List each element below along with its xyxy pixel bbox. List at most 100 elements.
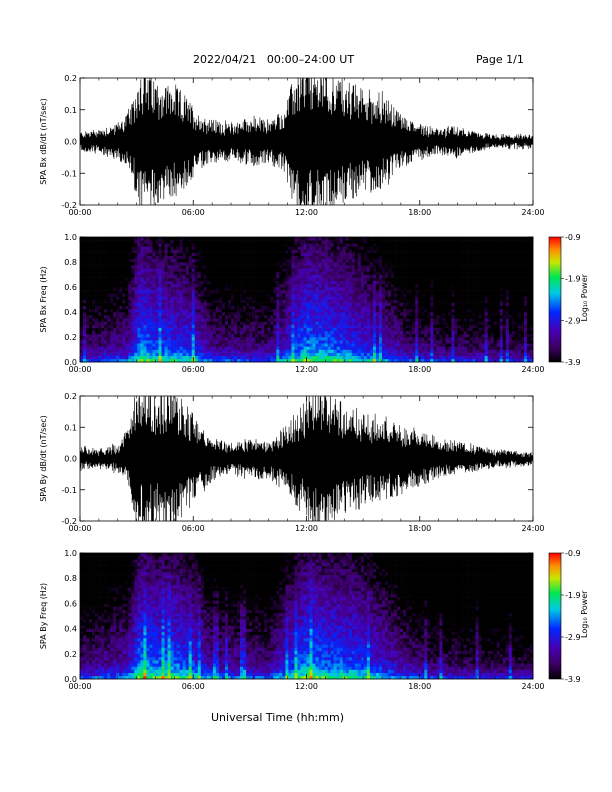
spectrogram-cell: [439, 312, 443, 316]
spectrogram-cell: [176, 333, 180, 338]
spectrogram-cell: [179, 287, 183, 291]
spectrogram-cell: [161, 312, 165, 316]
spectrogram-cell: [249, 321, 253, 325]
spectrogram-cell: [176, 268, 180, 272]
spectrogram-cell: [231, 337, 235, 341]
spectrogram-cell: [339, 321, 344, 325]
spectrogram-cell: [342, 296, 347, 300]
spectrogram-cell: [303, 327, 307, 332]
spectrogram-cell: [146, 258, 150, 263]
spectrogram-cell: [378, 333, 383, 338]
spectrogram-cell: [231, 280, 235, 285]
spectrogram-cell: [140, 321, 144, 325]
spectrogram-cell: [282, 290, 286, 294]
spectrogram-cell: [430, 262, 434, 266]
spectrogram-cell: [348, 355, 353, 360]
spectrogram-cell: [406, 271, 410, 275]
spectrogram-cell: [185, 246, 190, 250]
spectrogram-cell: [107, 265, 111, 269]
spectrogram-cell: [276, 343, 280, 347]
spectrogram-cell: [433, 299, 437, 303]
spectrogram-cell: [421, 330, 425, 335]
spectrogram-cell: [206, 343, 211, 347]
spectrogram-cell: [258, 327, 262, 332]
spectrogram-cell: [119, 299, 123, 303]
spectrogram-cell: [436, 346, 440, 350]
spectrogram-cell: [137, 352, 141, 357]
spectrogram-cell: [243, 249, 247, 253]
spectrogram-cell: [351, 299, 356, 303]
spectrogram-cell: [185, 318, 190, 322]
spectrogram-cell: [95, 277, 99, 282]
spectrogram-cell: [372, 305, 377, 310]
spectrogram-cell: [439, 318, 443, 322]
spectrogram-cell: [104, 318, 108, 322]
spectrogram-cell: [261, 287, 265, 291]
spectrogram-cell: [119, 249, 123, 253]
spectrogram-cell: [155, 271, 159, 275]
spectrogram-cell: [276, 249, 280, 253]
spectrogram-cell: [143, 271, 147, 275]
spectrogram-cell: [354, 290, 359, 294]
spectrogram-cell: [345, 265, 350, 269]
spectrogram-cell: [324, 293, 328, 297]
spectrogram-cell: [300, 252, 304, 257]
spectrogram-cell: [409, 246, 413, 250]
spectrogram-cell: [267, 277, 271, 282]
spectrogram-cell: [209, 305, 214, 310]
spectrogram-cell: [439, 271, 443, 275]
spectrogram-cell: [297, 283, 301, 288]
spectrogram-cell: [125, 249, 129, 253]
spectrogram-cell: [400, 308, 404, 313]
spectrogram-cell: [224, 274, 229, 278]
spectrogram-cell: [101, 237, 105, 241]
spectrogram-cell: [366, 330, 371, 335]
spectrogram-cell: [348, 274, 353, 278]
spectrogram-cell: [258, 308, 262, 313]
spectrogram-cell: [270, 340, 274, 344]
spectrogram-cell: [439, 240, 443, 244]
spectrogram-cell: [80, 324, 84, 328]
spectrogram-cell: [360, 243, 365, 247]
spectrogram-cell: [333, 346, 337, 350]
spectrogram-cell: [80, 268, 84, 272]
spectrogram-cell: [273, 262, 277, 266]
spectrogram-cell: [92, 324, 96, 328]
spectrogram-cell: [170, 290, 174, 294]
spectrogram-cell: [333, 340, 337, 344]
spectrogram-cell: [237, 358, 241, 363]
spectrogram-cell: [246, 327, 250, 332]
spectrogram-cell: [116, 340, 120, 344]
spectrogram-cell: [360, 324, 365, 328]
spectrogram-cell: [318, 299, 322, 303]
spectrogram-cell: [149, 318, 153, 322]
spectrogram-cell: [143, 258, 147, 263]
spectrogram-cell: [406, 258, 410, 263]
spectrogram-cell: [170, 358, 174, 363]
spectrogram-cell: [418, 346, 422, 350]
spectrogram-cell: [427, 346, 431, 350]
spectrogram-cell: [122, 337, 126, 341]
spectrogram-cell: [400, 355, 404, 360]
spectrogram-cell: [161, 265, 165, 269]
spectrogram-cell: [185, 330, 190, 335]
spectrogram-cell: [369, 346, 374, 350]
bx_time-panel: 00:00 06:00 12:00 18:00 24:00-0.2-0.10.00.10…: [39, 74, 545, 217]
spectrogram-cell: [167, 318, 171, 322]
spectrogram-cell: [403, 308, 407, 313]
spectrogram-cell: [194, 333, 199, 338]
spectrogram-cell: [445, 237, 449, 241]
spectrogram-cell: [439, 290, 443, 294]
spectrogram-cell: [285, 302, 289, 307]
spectrogram-cell: [294, 299, 298, 303]
spectrogram-cell: [255, 290, 259, 294]
spectrogram-cell: [294, 349, 298, 353]
spectrogram-cell: [309, 355, 313, 360]
spectrogram-cell: [324, 280, 328, 285]
spectrogram-cell: [369, 258, 374, 263]
spectrogram-cell: [261, 271, 265, 275]
spectrogram-cell: [366, 327, 371, 332]
spectrogram-cell: [330, 262, 334, 266]
spectrogram-cell: [324, 290, 328, 294]
spectrogram-cell: [212, 237, 217, 241]
